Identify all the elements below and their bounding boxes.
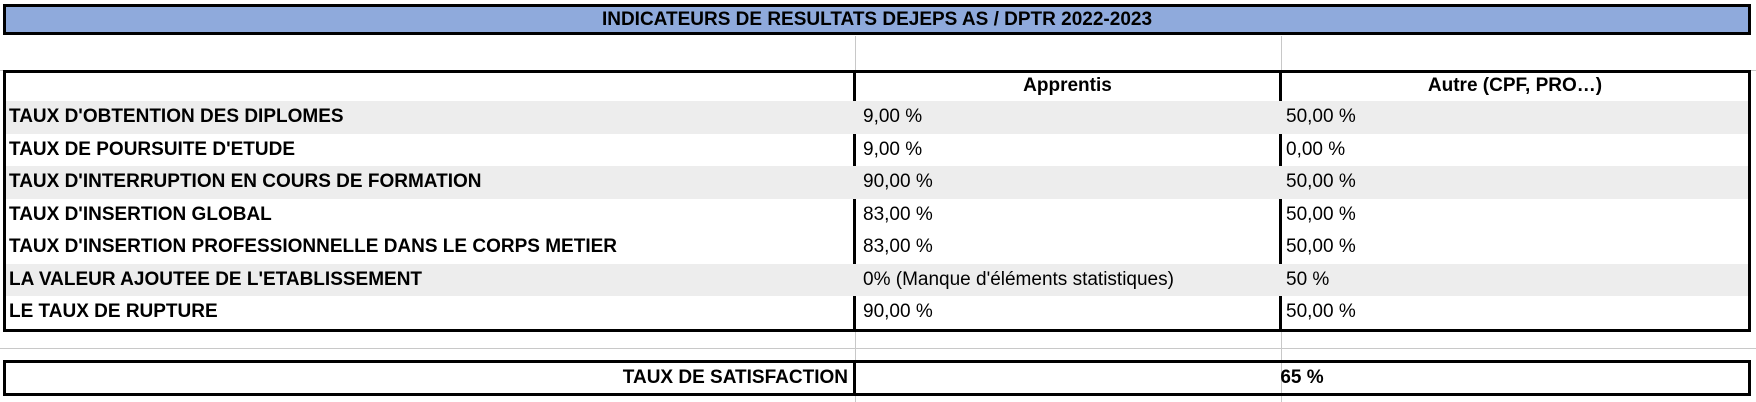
row-label: TAUX D'INSERTION GLOBAL xyxy=(9,203,272,225)
apprentis-value: 9,00 % xyxy=(863,106,923,128)
row-label: LE TAUX DE RUPTURE xyxy=(9,301,218,323)
gridline xyxy=(0,348,1756,349)
table-row: TAUX D'OBTENTION DES DIPLOMES 9,00 % 50,… xyxy=(6,101,1748,134)
autre-value: 50,00 % xyxy=(1286,203,1356,225)
row-label: TAUX D'INTERRUPTION EN COURS DE FORMATIO… xyxy=(9,171,482,193)
apprentis-value: 83,00 % xyxy=(863,203,933,225)
column-separator xyxy=(853,360,856,396)
apprentis-value: 0% (Manque d'éléments statistiques) xyxy=(863,268,1174,290)
apprentis-value: 90,00 % xyxy=(863,171,933,193)
satisfaction-box xyxy=(3,360,1751,396)
apprentis-value: 83,00 % xyxy=(863,236,933,258)
autre-value: 50,00 % xyxy=(1286,171,1356,193)
autre-value: 50,00 % xyxy=(1286,301,1356,323)
table-row: LE TAUX DE RUPTURE 90,00 % 50,00 % xyxy=(6,296,1748,329)
table-row: TAUX D'INSERTION GLOBAL 83,00 % 50,00 % xyxy=(6,199,1748,232)
satisfaction-value: 65 % xyxy=(1280,367,1324,388)
autre-value: 50,00 % xyxy=(1286,106,1356,128)
row-label: TAUX D'OBTENTION DES DIPLOMES xyxy=(9,106,344,128)
autre-value: 0,00 % xyxy=(1286,138,1346,160)
row-label: TAUX DE POURSUITE D'ETUDE xyxy=(9,138,296,160)
column-separator xyxy=(1279,70,1282,332)
table-row: TAUX D'INSERTION PROFESSIONNELLE DANS LE… xyxy=(6,231,1748,264)
table-row: LA VALEUR AJOUTEE DE L'ETABLISSEMENT 0% … xyxy=(6,263,1748,296)
column-separator xyxy=(853,70,856,332)
column-header-autre: Autre (CPF, PRO…) xyxy=(1427,75,1603,96)
table-row: TAUX DE POURSUITE D'ETUDE 9,00 % 0,00 % xyxy=(6,134,1748,167)
sheet-title-text: INDICATEURS DE RESULTATS DEJEPS AS / DPT… xyxy=(601,8,1153,30)
satisfaction-label: TAUX DE SATISFACTION xyxy=(622,367,848,388)
row-label: TAUX D'INSERTION PROFESSIONNELLE DANS LE… xyxy=(9,236,617,258)
apprentis-value: 90,00 % xyxy=(863,301,933,323)
autre-value: 50 % xyxy=(1286,268,1330,290)
indicators-table xyxy=(3,70,1751,332)
sheet-title: INDICATEURS DE RESULTATS DEJEPS AS / DPT… xyxy=(3,4,1751,35)
autre-value: 50,00 % xyxy=(1286,236,1356,258)
apprentis-value: 9,00 % xyxy=(863,138,923,160)
table-row: TAUX D'INTERRUPTION EN COURS DE FORMATIO… xyxy=(6,166,1748,199)
row-label: LA VALEUR AJOUTEE DE L'ETABLISSEMENT xyxy=(9,268,423,290)
column-header-apprentis: Apprentis xyxy=(1023,75,1112,96)
